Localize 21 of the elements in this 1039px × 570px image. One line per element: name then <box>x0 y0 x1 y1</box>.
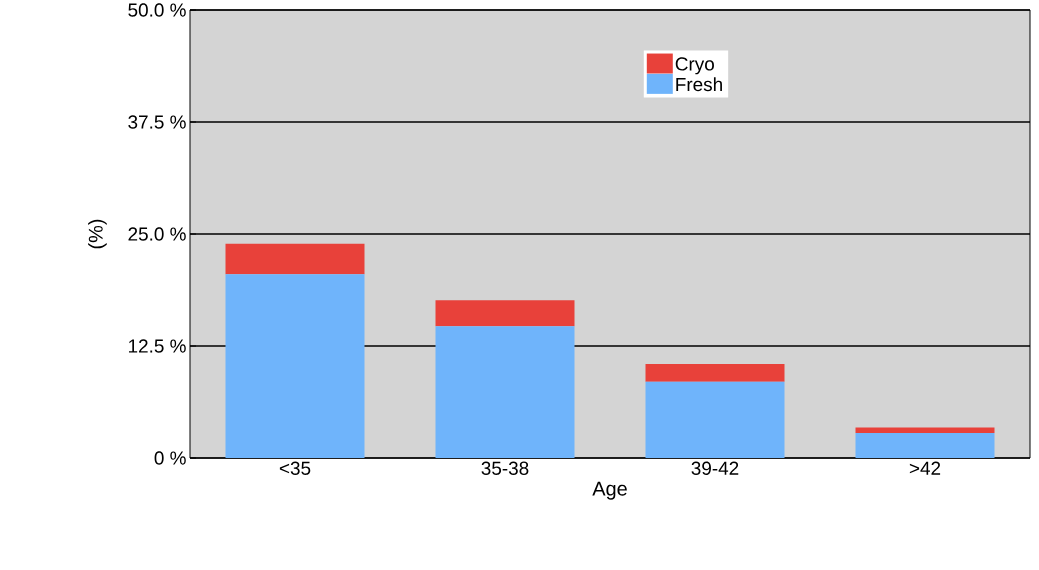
y-tick-label: 0 % <box>154 451 186 465</box>
y-tick-label: 37.5 % <box>128 115 186 129</box>
x-tick-label: 35-38 <box>481 461 529 475</box>
bar <box>855 432 995 459</box>
bar <box>645 363 785 382</box>
y-axis-title: (%) <box>88 219 107 249</box>
bar <box>435 300 575 327</box>
legend-label: Cryo <box>675 57 714 75</box>
x-tick-label: <35 <box>279 461 311 475</box>
x-tick-label: 39-42 <box>691 461 739 475</box>
x-tick-label: >42 <box>909 461 941 475</box>
bar <box>855 427 995 433</box>
y-tick-label: 25.0 % <box>128 227 186 241</box>
bar <box>435 326 575 459</box>
y-tick-label: 12.5 % <box>128 339 186 353</box>
x-axis-title: Age <box>592 481 627 500</box>
legend-label: Fresh <box>676 77 722 92</box>
bar <box>645 381 785 459</box>
bar <box>225 243 365 275</box>
y-tick-label: 50.0 % <box>128 3 186 17</box>
bar <box>225 274 365 459</box>
